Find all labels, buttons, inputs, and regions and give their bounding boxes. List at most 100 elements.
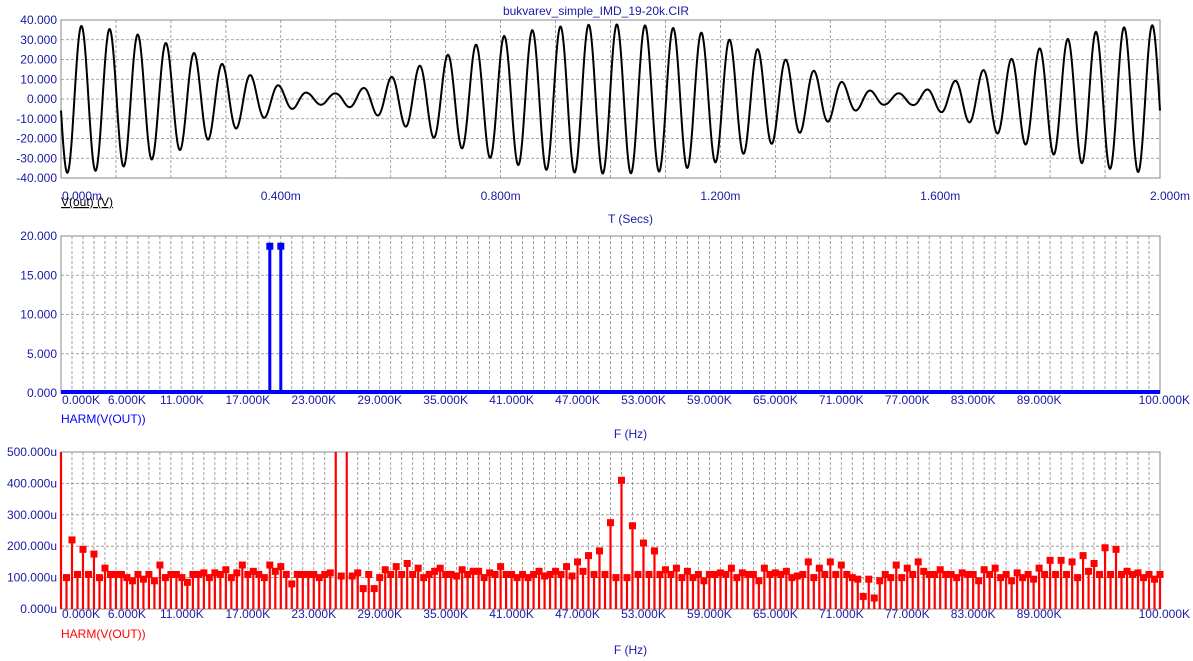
harmonic-marker	[497, 563, 505, 571]
x-tick-label: 89.000K	[1017, 607, 1062, 621]
harmonic-marker	[876, 577, 884, 585]
harmonic-marker	[101, 564, 109, 572]
harmonic-marker	[255, 570, 263, 578]
harmonic-marker	[123, 574, 131, 582]
harmonic-marker	[139, 575, 147, 583]
harmonic-marker	[376, 574, 384, 582]
harmonic-marker	[233, 569, 241, 577]
harmonic-marker	[425, 570, 433, 578]
harmonic-marker	[530, 570, 538, 578]
harmonic-marker	[546, 570, 554, 578]
spectrum-marker	[266, 242, 274, 250]
harmonic-marker	[447, 570, 455, 578]
x-tick-label: 0.000m	[62, 189, 102, 203]
harmonic-marker	[749, 570, 757, 578]
harmonic-marker	[672, 564, 680, 572]
x-tick-label: 1.600m	[920, 189, 960, 203]
harmonic-marker	[766, 570, 774, 578]
x-tick-label: 17.000K	[225, 607, 270, 621]
harmonic-marker	[513, 574, 521, 582]
y-tick-label: 10.000	[20, 72, 57, 86]
harmonic-marker	[854, 575, 862, 583]
harmonic-marker	[914, 558, 922, 566]
y-tick-label: 0.000	[27, 386, 57, 400]
harmonic-marker	[777, 570, 785, 578]
harmonic-marker	[315, 574, 323, 582]
harmonic-marker	[1101, 544, 1109, 552]
y-tick-label: -20.000	[16, 132, 57, 146]
harmonic-marker	[310, 570, 318, 578]
harmonic-marker	[453, 572, 461, 580]
y-tick-label: 500.000u	[7, 445, 57, 459]
harmonic-marker	[865, 575, 873, 583]
harmonic-marker	[661, 566, 669, 574]
y-tick-label: 40.000	[20, 13, 57, 27]
harmonic-marker	[348, 572, 356, 580]
harmonic-marker	[266, 561, 274, 569]
harmonic-marker	[1057, 556, 1065, 564]
harmonic-marker	[557, 570, 565, 578]
y-tick-label: 10.000	[20, 308, 57, 322]
x-tick-label: 100.000K	[1139, 393, 1190, 407]
x-tick-label: 35.000K	[423, 393, 468, 407]
x-tick-label: 83.000K	[951, 607, 996, 621]
harmonic-marker	[881, 570, 889, 578]
harmonic-marker	[1134, 569, 1142, 577]
harmonic-marker	[288, 580, 296, 588]
harmonic-marker	[859, 592, 867, 600]
y-tick-label: 15.000	[20, 268, 57, 282]
y-axis-label: HARM(V(OUT))	[61, 627, 146, 641]
harmonic-marker	[1145, 570, 1153, 578]
harmonic-marker	[409, 570, 417, 578]
harmonic-marker	[541, 572, 549, 580]
harmonic-marker	[480, 574, 488, 582]
harmonic-marker	[958, 569, 966, 577]
harmonic-marker	[870, 594, 878, 602]
x-tick-label: 59.000K	[687, 393, 732, 407]
harmonic-marker	[1074, 574, 1082, 582]
harmonic-marker	[1156, 570, 1164, 578]
harmonic-marker	[211, 569, 219, 577]
harmonic-marker	[370, 585, 378, 593]
x-tick-label: 23.000K	[291, 607, 336, 621]
harmonic-marker	[716, 569, 724, 577]
harmonic-marker	[579, 567, 587, 575]
harmonic-marker	[1024, 570, 1032, 578]
harmonic-marker	[469, 567, 477, 575]
y-tick-label: -10.000	[16, 112, 57, 126]
harmonic-marker	[1129, 570, 1137, 578]
harmonic-marker	[799, 570, 807, 578]
harmonic-marker	[755, 577, 763, 585]
y-tick-label: 300.000u	[7, 508, 57, 522]
harmonic-marker	[738, 569, 746, 577]
harmonic-marker	[639, 539, 647, 547]
y-tick-label: 0.000u	[20, 602, 57, 616]
harmonic-marker	[650, 547, 658, 555]
harmonic-marker	[920, 567, 928, 575]
harmonic-marker	[810, 574, 818, 582]
harmonic-marker	[700, 577, 708, 585]
harmonic-marker	[282, 570, 290, 578]
harmonic-marker	[112, 570, 120, 578]
harmonic-marker	[293, 570, 301, 578]
harmonic-marker	[568, 572, 576, 580]
harmonic-marker	[271, 567, 279, 575]
harmonic-marker	[991, 564, 999, 572]
harmonic-marker	[442, 570, 450, 578]
harmonic-marker	[161, 574, 169, 582]
harmonic-marker	[183, 578, 191, 586]
x-tick-label: 65.000K	[753, 607, 798, 621]
harmonic-marker	[156, 561, 164, 569]
harmonic-marker	[68, 536, 76, 544]
harmonic-marker	[1052, 570, 1060, 578]
harmonic-marker	[705, 570, 713, 578]
harmonic-marker	[464, 570, 472, 578]
harmonic-marker	[475, 567, 483, 575]
x-tick-label: 59.000K	[687, 607, 732, 621]
y-tick-label: 20.000	[20, 229, 57, 243]
harmonic-marker	[634, 570, 642, 578]
harmonic-marker	[145, 570, 153, 578]
x-tick-label: 47.000K	[555, 393, 600, 407]
harmonic-marker	[189, 570, 197, 578]
harmonic-marker	[782, 567, 790, 575]
